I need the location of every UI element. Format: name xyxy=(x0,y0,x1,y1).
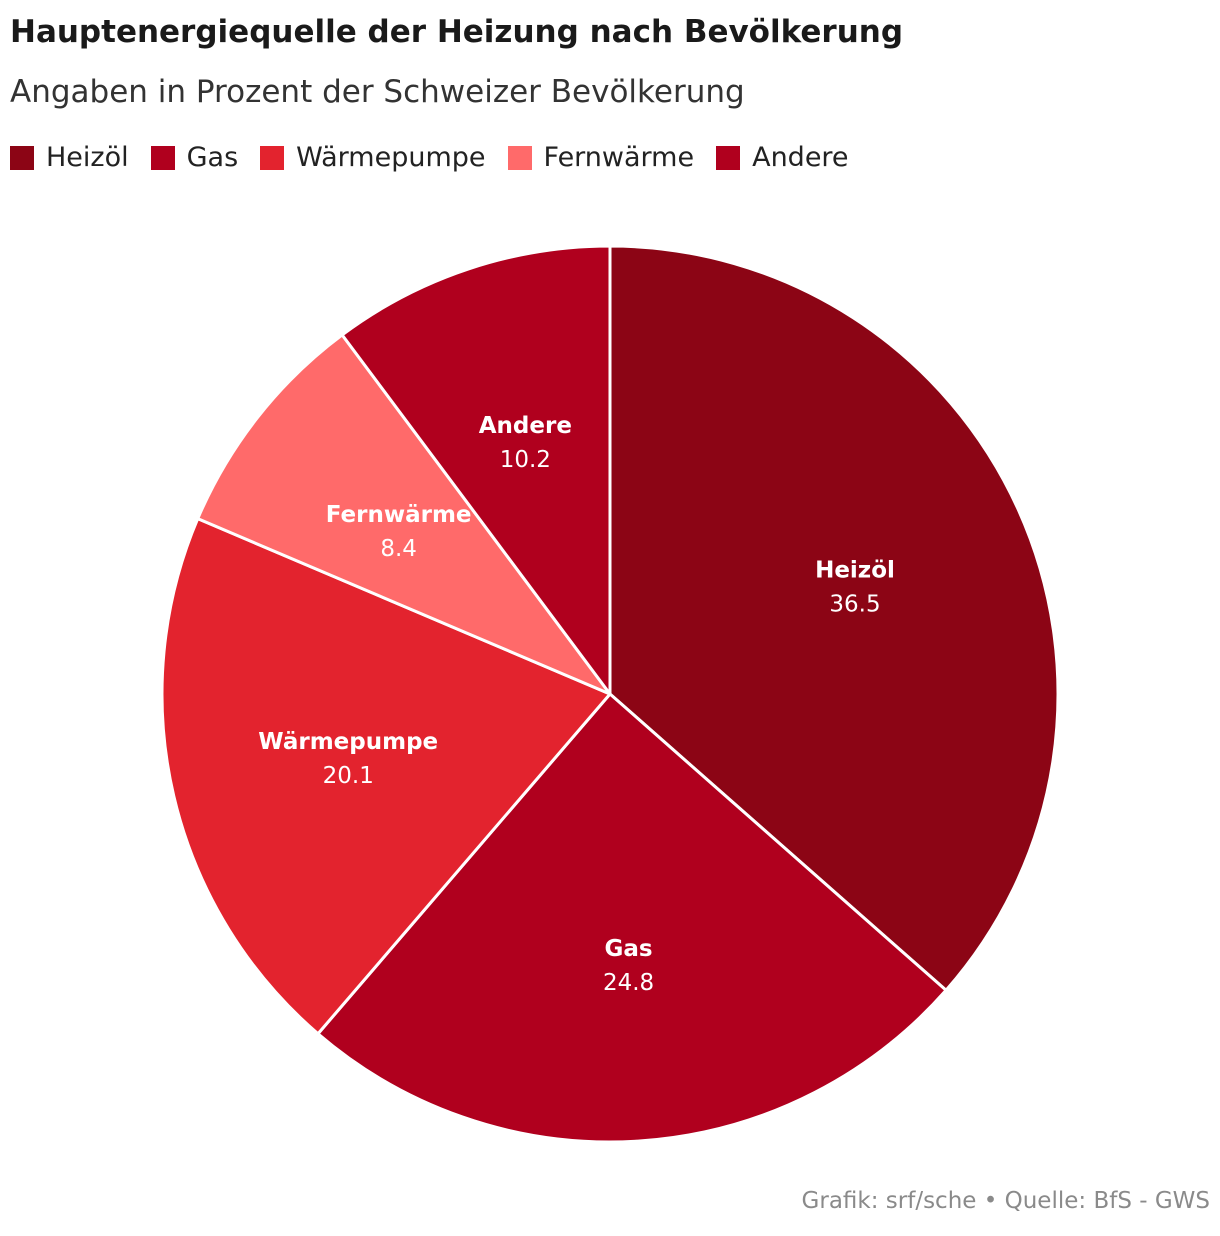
source-note: Grafik: srf/sche • Quelle: BfS - GWS xyxy=(801,1188,1210,1214)
legend-item-andere: Andere xyxy=(716,142,849,173)
slice-label-heizoel: Heizöl xyxy=(815,557,895,583)
legend-swatch-fernwaerme xyxy=(507,145,532,170)
legend-swatch-heizoel xyxy=(10,145,34,170)
legend-label-heizoel: Heizöl xyxy=(46,142,129,173)
pie-labels: Heizöl 36.5 Gas 24.8 Wärmepumpe 20.1 Fernwärme… xyxy=(258,413,895,996)
slice-value-waermepumpe: 20.1 xyxy=(323,763,374,789)
pie-slice-andere xyxy=(340,244,612,696)
legend-label-fernwaerme: Fernwärme xyxy=(543,142,695,173)
legend-label-andere: Andere xyxy=(752,142,849,173)
slice-label-fernwaerme: Fernwärme xyxy=(326,502,472,528)
slice-value-andere: 10.2 xyxy=(500,447,551,473)
legend-swatch-gas xyxy=(150,145,175,170)
legend-swatch-waermepumpe xyxy=(260,145,285,170)
legend-swatch-andere xyxy=(716,145,741,170)
slice-value-gas: 24.8 xyxy=(603,970,654,996)
chart-subtitle: Angaben in Prozent der Schweizer Bevölke… xyxy=(10,74,745,110)
legend-item-waermepumpe: Wärmepumpe xyxy=(260,142,486,173)
slice-value-heizoel: 36.5 xyxy=(829,591,880,617)
legend-item-gas: Gas xyxy=(150,142,239,173)
legend-item-heizoel: Heizöl xyxy=(10,142,129,173)
legend: Heizöl Gas Wärmepumpe Fernwärme Andere xyxy=(10,142,849,173)
chart-title: Hauptenergiequelle der Heizung nach Bevö… xyxy=(10,14,904,50)
slice-value-fernwaerme: 8.4 xyxy=(380,536,417,562)
slice-label-andere: Andere xyxy=(479,413,572,439)
slice-label-waermepumpe: Wärmepumpe xyxy=(258,729,438,755)
slice-label-gas: Gas xyxy=(605,936,653,962)
pie-slice-gas xyxy=(316,692,948,1144)
legend-label-gas: Gas xyxy=(186,142,239,173)
pie-slices xyxy=(160,244,1060,1144)
legend-item-fernwaerme: Fernwärme xyxy=(507,142,695,173)
legend-label-waermepumpe: Wärmepumpe xyxy=(296,142,486,173)
pie-slice-fernwaerme xyxy=(196,333,612,696)
pie-slice-heizoel xyxy=(608,244,1060,992)
